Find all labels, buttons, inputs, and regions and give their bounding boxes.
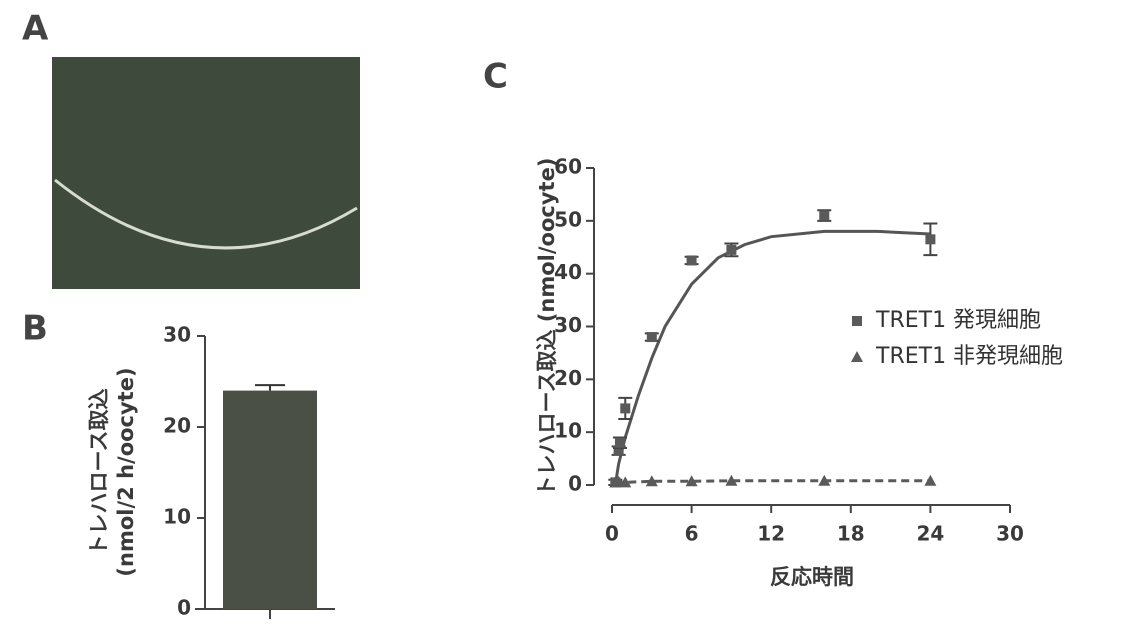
point [925,234,935,244]
panel-label: A [22,9,49,49]
point [726,245,736,255]
x-tick-label: 24 [916,522,944,546]
point [924,475,936,486]
point [647,332,657,342]
legend-label: TRET1 非発現細胞 [875,344,1063,369]
oocyte-image [52,57,360,289]
y-tick-label: 10 [163,505,191,529]
figure: AB0102030トレハロース取込(nmol/2 h/oocyte)C01020… [0,0,1130,624]
legend-marker [851,351,863,362]
x-tick-label: 30 [996,522,1024,546]
point [819,211,829,221]
y-axis-label: (nmol/2 h/oocyte) [114,367,138,576]
point [687,255,697,265]
panel-label: C [483,57,508,97]
point [615,438,625,448]
x-tick-label: 6 [685,522,699,546]
error-bar [255,385,285,390]
point [620,403,630,413]
legend-marker [852,316,862,326]
x-tick-label: 12 [757,522,785,546]
panel-label: B [22,309,48,349]
legend-label: TRET1 発現細胞 [875,308,1041,333]
y-tick-label: 0 [568,472,582,496]
y-tick-label: 30 [163,323,191,347]
series-line [615,481,930,483]
y-axis-label: トレハロース取込 [87,389,111,556]
x-axis-label: 反応時間 [770,565,854,589]
y-axis-label: トレハロース取込 (nmol/oocyte) [535,158,559,497]
y-tick-label: 0 [177,596,191,620]
y-tick-label: 20 [163,414,191,438]
bar [223,391,317,609]
x-tick-label: 0 [605,522,619,546]
x-tick-label: 18 [837,522,865,546]
